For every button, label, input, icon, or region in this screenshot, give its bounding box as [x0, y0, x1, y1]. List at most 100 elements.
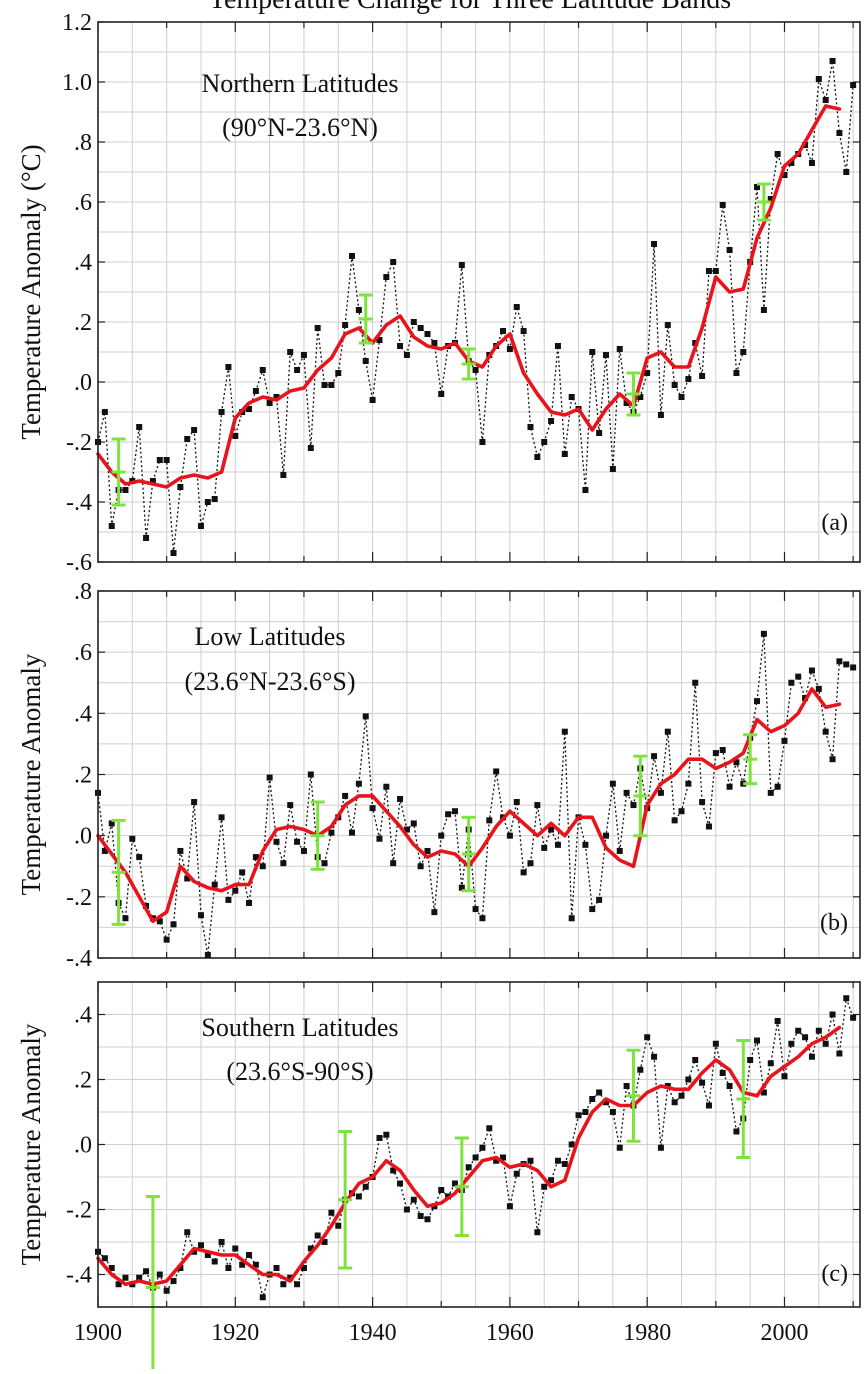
- running-mean-line: [96, 1025, 842, 1287]
- annual-point: [836, 1050, 843, 1057]
- annual-point: [836, 130, 843, 136]
- annual-point: [534, 1229, 541, 1236]
- annual-point: [458, 884, 465, 891]
- annual-series-line: [97, 998, 854, 1298]
- annual-point: [335, 1222, 342, 1229]
- annual-point: [609, 1109, 616, 1115]
- annual-point: [664, 322, 671, 328]
- annual-point: [596, 896, 603, 903]
- panel-subtitle: (23.6°S-90°S): [226, 1057, 373, 1086]
- annual-point: [479, 1144, 486, 1151]
- panel-letter: (b): [820, 910, 848, 936]
- annual-point: [307, 445, 314, 451]
- annual-point: [246, 899, 253, 906]
- annual-point: [355, 780, 362, 787]
- annual-point: [355, 1193, 362, 1200]
- annual-point: [191, 799, 198, 806]
- x-tick-label: 1940: [349, 1320, 397, 1346]
- annual-point: [197, 523, 204, 529]
- annual-point: [603, 832, 609, 839]
- annual-point: [795, 673, 802, 680]
- annual-point: [246, 406, 253, 412]
- annual-point: [705, 823, 712, 830]
- annual-point: [355, 307, 362, 313]
- annual-point: [397, 1180, 404, 1187]
- annual-point: [101, 847, 108, 854]
- x-tick-label: 1920: [211, 1320, 259, 1346]
- annual-point: [445, 811, 452, 818]
- annual-point: [651, 241, 658, 247]
- annual-point: [685, 376, 692, 382]
- panel-letter: (a): [821, 510, 848, 536]
- panel-a: -.6 -.4 -.2 .0 .2 .4 .6 .8 1.0 1.2 Temperature Ano…: [16, 10, 861, 576]
- annual-point: [568, 915, 575, 922]
- annual-point: [101, 1255, 108, 1262]
- annual-point: [417, 863, 424, 870]
- annual-point: [349, 829, 355, 836]
- annual-point: [362, 1183, 369, 1190]
- annual-point: [143, 1268, 150, 1275]
- annual-point: [280, 1281, 287, 1288]
- annual-point: [321, 1239, 328, 1245]
- annual-point: [170, 921, 177, 928]
- y-axis-label: Temperature Anomaly: [16, 1023, 46, 1265]
- annual-point: [678, 808, 685, 815]
- annual-point: [802, 1034, 809, 1041]
- annual-point: [486, 817, 493, 824]
- annual-point: [211, 496, 218, 502]
- annual-point: [500, 1154, 507, 1161]
- y-tick-label: -.2: [66, 885, 92, 911]
- annual-point: [280, 860, 287, 867]
- annual-point: [108, 820, 115, 827]
- annual-point: [760, 630, 767, 637]
- annual-point: [829, 756, 836, 763]
- annual-point: [177, 847, 184, 854]
- plot-frame: [97, 21, 861, 563]
- annual-point: [246, 1252, 253, 1258]
- annual-point: [232, 887, 239, 894]
- annual-point: [541, 844, 548, 851]
- panel-title: Northern Latitudes: [201, 69, 398, 98]
- annual-point: [651, 1053, 658, 1060]
- annual-point: [657, 1144, 664, 1151]
- annual-point: [623, 789, 630, 796]
- annual-point: [314, 1232, 321, 1239]
- annual-point: [328, 382, 335, 388]
- annual-point: [664, 728, 671, 735]
- annual-point: [266, 774, 273, 781]
- annual-point: [747, 1057, 754, 1063]
- y-tick-label: .6: [74, 190, 92, 216]
- annual-point: [108, 1265, 115, 1271]
- annual-point: [705, 268, 712, 274]
- panel-letter: (c): [821, 1261, 848, 1287]
- annual-point: [184, 875, 191, 882]
- annual-point: [204, 499, 211, 505]
- annual-point: [300, 352, 307, 358]
- annual-point: [287, 1274, 294, 1281]
- annual-point: [376, 835, 383, 842]
- annual-point: [596, 1089, 603, 1096]
- annual-point: [534, 454, 541, 460]
- annual-point: [850, 82, 857, 88]
- annual-point: [108, 523, 115, 529]
- annual-point: [781, 172, 788, 178]
- annual-point: [321, 860, 328, 867]
- annual-point: [314, 325, 321, 331]
- annual-point: [472, 367, 479, 373]
- annual-point: [342, 792, 349, 799]
- annual-point: [156, 457, 163, 463]
- x-tick-label: 1960: [486, 1320, 534, 1346]
- annual-point: [815, 76, 822, 82]
- annual-point: [630, 802, 637, 809]
- annual-point: [328, 829, 335, 836]
- annual-point: [458, 262, 465, 268]
- annual-point: [431, 340, 438, 346]
- annual-point: [369, 805, 376, 812]
- y-tick-label: .6: [74, 640, 92, 666]
- annual-point: [808, 1053, 815, 1060]
- x-tick-label: 1900: [74, 1320, 122, 1346]
- annual-point: [657, 412, 664, 418]
- annual-point: [259, 1294, 266, 1301]
- annual-point: [678, 1092, 685, 1099]
